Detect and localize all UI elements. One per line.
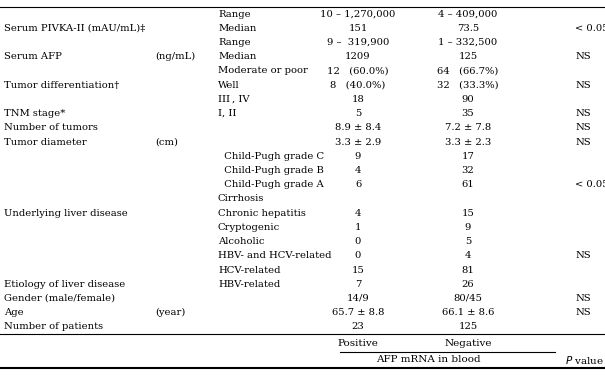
Text: NS: NS xyxy=(575,294,590,303)
Text: 64   (66.7%): 64 (66.7%) xyxy=(437,66,499,76)
Text: Tumor diameter: Tumor diameter xyxy=(4,138,87,147)
Text: (year): (year) xyxy=(155,308,185,317)
Text: Gender (male/female): Gender (male/female) xyxy=(4,294,115,303)
Text: NS: NS xyxy=(575,109,590,118)
Text: 8   (40.0%): 8 (40.0%) xyxy=(330,81,386,90)
Text: Etiology of liver disease: Etiology of liver disease xyxy=(4,280,125,289)
Text: HBV-related: HBV-related xyxy=(218,280,280,289)
Text: 7: 7 xyxy=(355,280,361,289)
Text: (ng/mL): (ng/mL) xyxy=(155,52,195,61)
Text: 6: 6 xyxy=(355,180,361,189)
Text: Serum PIVKA-II (mAU/mL)‡: Serum PIVKA-II (mAU/mL)‡ xyxy=(4,24,145,33)
Text: 32   (33.3%): 32 (33.3%) xyxy=(437,81,499,90)
Text: 5: 5 xyxy=(465,237,471,246)
Text: Range: Range xyxy=(218,10,250,19)
Text: Well: Well xyxy=(218,81,240,90)
Text: Median: Median xyxy=(218,24,257,33)
Text: < 0.05: < 0.05 xyxy=(575,180,605,189)
Text: 4: 4 xyxy=(355,209,361,218)
Text: 7.2 ± 7.8: 7.2 ± 7.8 xyxy=(445,123,491,132)
Text: Range: Range xyxy=(218,38,250,47)
Text: Tumor differentiation†: Tumor differentiation† xyxy=(4,81,119,90)
Text: Chronic hepatitis: Chronic hepatitis xyxy=(218,209,306,218)
Text: Child-Pugh grade C: Child-Pugh grade C xyxy=(218,152,324,161)
Text: 10 – 1,270,000: 10 – 1,270,000 xyxy=(320,10,396,19)
Text: 26: 26 xyxy=(462,280,474,289)
Text: 4: 4 xyxy=(355,166,361,175)
Text: $P$ value: $P$ value xyxy=(565,354,604,366)
Text: 1 – 332,500: 1 – 332,500 xyxy=(439,38,498,47)
Text: Cryptogenic: Cryptogenic xyxy=(218,223,280,232)
Text: 3.3 ± 2.9: 3.3 ± 2.9 xyxy=(335,138,381,147)
Text: 9: 9 xyxy=(465,223,471,232)
Text: 65.7 ± 8.8: 65.7 ± 8.8 xyxy=(332,308,384,317)
Text: 12   (60.0%): 12 (60.0%) xyxy=(327,66,389,76)
Text: Child-Pugh grade A: Child-Pugh grade A xyxy=(218,180,324,189)
Text: 15: 15 xyxy=(462,209,474,218)
Text: TNM stage*: TNM stage* xyxy=(4,109,65,118)
Text: Serum AFP: Serum AFP xyxy=(4,52,62,61)
Text: 1: 1 xyxy=(355,223,361,232)
Text: AFP mRNA in blood: AFP mRNA in blood xyxy=(376,356,480,365)
Text: Positive: Positive xyxy=(338,340,379,349)
Text: HBV- and HCV-related: HBV- and HCV-related xyxy=(218,251,332,260)
Text: Child-Pugh grade B: Child-Pugh grade B xyxy=(218,166,324,175)
Text: Alcoholic: Alcoholic xyxy=(218,237,264,246)
Text: 5: 5 xyxy=(355,109,361,118)
Text: 23: 23 xyxy=(352,323,364,332)
Text: NS: NS xyxy=(575,308,590,317)
Text: 125: 125 xyxy=(459,52,477,61)
Text: 0: 0 xyxy=(355,251,361,260)
Text: Number of tumors: Number of tumors xyxy=(4,123,98,132)
Text: 1209: 1209 xyxy=(345,52,371,61)
Text: 15: 15 xyxy=(352,266,364,275)
Text: 17: 17 xyxy=(462,152,474,161)
Text: 151: 151 xyxy=(348,24,368,33)
Text: 4: 4 xyxy=(465,251,471,260)
Text: 73.5: 73.5 xyxy=(457,24,479,33)
Text: 8.9 ± 8.4: 8.9 ± 8.4 xyxy=(335,123,381,132)
Text: NS: NS xyxy=(575,52,590,61)
Text: 125: 125 xyxy=(459,323,477,332)
Text: < 0.05: < 0.05 xyxy=(575,24,605,33)
Text: I, II: I, II xyxy=(218,109,237,118)
Text: Age: Age xyxy=(4,308,24,317)
Text: Median: Median xyxy=(218,52,257,61)
Text: HCV-related: HCV-related xyxy=(218,266,281,275)
Text: 80/45: 80/45 xyxy=(454,294,483,303)
Text: 32: 32 xyxy=(462,166,474,175)
Text: 90: 90 xyxy=(462,95,474,104)
Text: NS: NS xyxy=(575,81,590,90)
Text: 61: 61 xyxy=(462,180,474,189)
Text: NS: NS xyxy=(575,138,590,147)
Text: Moderate or poor: Moderate or poor xyxy=(218,66,308,76)
Text: 18: 18 xyxy=(352,95,364,104)
Text: 14/9: 14/9 xyxy=(347,294,370,303)
Text: (cm): (cm) xyxy=(155,138,178,147)
Text: 9: 9 xyxy=(355,152,361,161)
Text: Number of patients: Number of patients xyxy=(4,323,103,332)
Text: NS: NS xyxy=(575,123,590,132)
Text: Cirrhosis: Cirrhosis xyxy=(218,195,264,204)
Text: III , IV: III , IV xyxy=(218,95,250,104)
Text: Negative: Negative xyxy=(444,340,492,349)
Text: 81: 81 xyxy=(462,266,474,275)
Text: 4 – 409,000: 4 – 409,000 xyxy=(438,10,498,19)
Text: 9 –  319,900: 9 – 319,900 xyxy=(327,38,389,47)
Text: NS: NS xyxy=(575,251,590,260)
Text: 66.1 ± 8.6: 66.1 ± 8.6 xyxy=(442,308,494,317)
Text: Underlying liver disease: Underlying liver disease xyxy=(4,209,128,218)
Text: 35: 35 xyxy=(462,109,474,118)
Text: 3.3 ± 2.3: 3.3 ± 2.3 xyxy=(445,138,491,147)
Text: 0: 0 xyxy=(355,237,361,246)
